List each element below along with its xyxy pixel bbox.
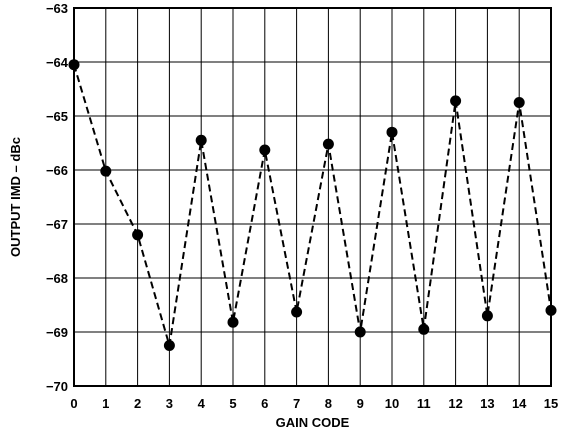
x-tick-label: 15 [544, 396, 558, 411]
x-tick-label: 4 [198, 396, 206, 411]
series-line [73, 64, 552, 346]
data-point [354, 326, 366, 338]
x-tick-label: 2 [134, 396, 141, 411]
data-point [513, 97, 525, 108]
series-layer [68, 59, 557, 351]
y-tick-label: −63 [46, 1, 68, 16]
x-tick-label: 13 [480, 396, 494, 411]
y-axis-ticks: −63 −64 −65 −66 −67 −68 −69 −70 [46, 1, 69, 394]
y-tick-label: −69 [46, 325, 68, 340]
y-tick-label: −64 [46, 55, 69, 70]
data-point [100, 165, 112, 177]
y-axis-label: OUTPUT IMD – dBc [8, 137, 23, 257]
x-tick-label: 12 [448, 396, 462, 411]
x-axis-ticks: 0 1 2 3 4 5 6 7 8 9 10 11 12 13 14 15 [70, 396, 558, 411]
plot-frame [73, 7, 552, 387]
x-tick-label: 10 [385, 396, 399, 411]
x-tick-label: 7 [293, 396, 300, 411]
x-tick-label: 11 [417, 396, 431, 411]
y-tick-label: −70 [46, 379, 68, 394]
x-tick-label: 8 [325, 396, 332, 411]
x-tick-label: 1 [102, 396, 109, 411]
data-point [259, 144, 271, 156]
y-tick-label: −67 [46, 217, 68, 232]
y-tick-label: −65 [46, 109, 68, 124]
x-tick-label: 3 [166, 396, 173, 411]
data-point [227, 316, 239, 328]
data-point [481, 310, 493, 322]
data-point [322, 138, 334, 150]
x-tick-label: 5 [229, 396, 236, 411]
data-point [450, 95, 462, 107]
data-point [418, 323, 430, 335]
data-point [291, 306, 303, 318]
x-axis-label: GAIN CODE [276, 415, 350, 430]
grid [73, 7, 552, 387]
x-tick-label: 0 [70, 396, 77, 411]
y-tick-label: −68 [46, 271, 68, 286]
x-tick-label: 9 [357, 396, 364, 411]
y-tick-label: −66 [46, 163, 68, 178]
data-point [195, 134, 207, 146]
data-point [163, 340, 175, 351]
x-tick-label: 6 [261, 396, 268, 411]
x-tick-label: 14 [512, 396, 527, 411]
data-point [386, 126, 398, 138]
data-point [132, 229, 144, 241]
